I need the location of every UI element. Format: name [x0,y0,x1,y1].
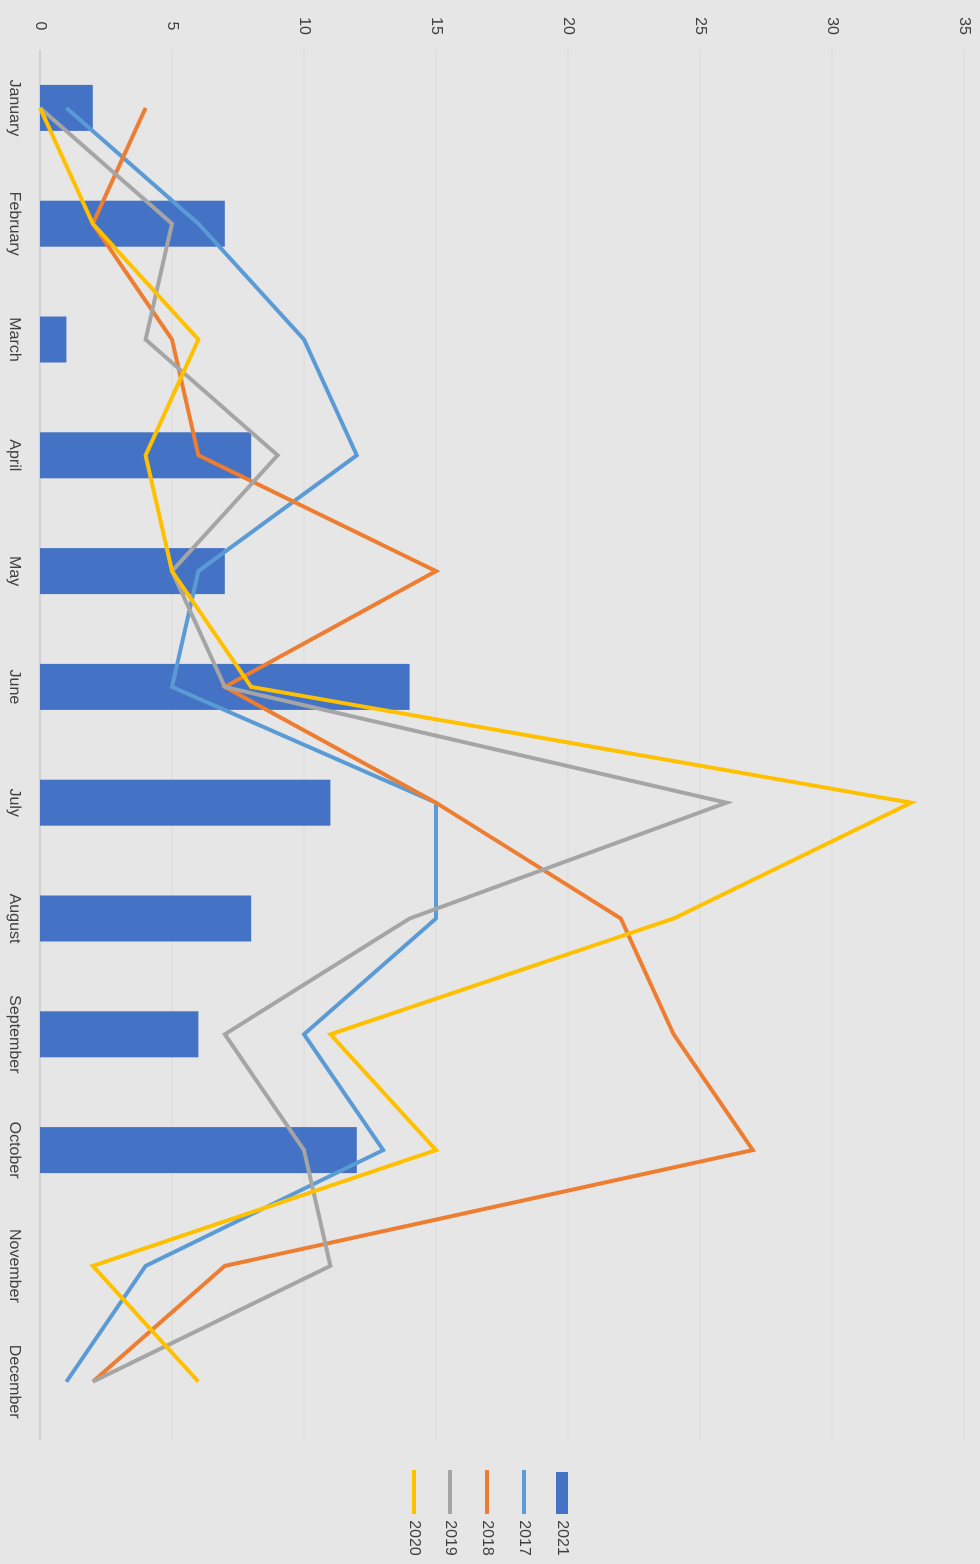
value-tick-5: 5 [164,22,181,31]
category-tick-june: June [6,670,23,705]
bar-2021-july [40,779,331,826]
category-tick-march: March [6,317,23,361]
line-series-group [38,106,918,1384]
category-tick-july: July [6,788,23,816]
category-tick-november: November [6,1229,23,1303]
category-tick-february: February [6,192,23,256]
line-series-2020 [38,107,918,1384]
line-series-2017 [64,106,438,1383]
category-axis-tick-labels: January February March April May June July Augu… [6,79,23,1419]
bar-series-2021 [40,84,410,1174]
legend: 2021 2017 2018 2019 2020 [406,1470,571,1556]
line-series-2018 [90,107,757,1384]
category-tick-september: September [6,995,23,1074]
bar-2021-september [40,1011,199,1058]
category-tick-october: October [6,1122,23,1180]
legend-label-2019: 2019 [442,1520,459,1556]
legend-item-2017: 2017 [516,1470,533,1556]
legend-item-2018: 2018 [479,1470,496,1556]
gridlines [39,50,965,1440]
legend-item-2021: 2021 [554,1472,571,1556]
legend-label-2017: 2017 [516,1520,533,1556]
legend-label-2021: 2021 [554,1520,571,1556]
value-tick-15: 15 [428,17,445,35]
bar-2021-august [40,895,252,942]
value-tick-0: 0 [32,22,49,31]
line-series-2019 [38,106,734,1384]
legend-label-2018: 2018 [479,1520,496,1556]
legend-item-2019: 2019 [442,1470,459,1556]
value-tick-10: 10 [296,17,313,35]
category-tick-december: December [6,1345,23,1419]
legend-item-2020: 2020 [406,1470,423,1556]
category-tick-may: May [6,556,23,586]
legend-swatch-2021 [556,1472,568,1514]
legend-label-2020: 2020 [406,1520,423,1556]
value-tick-35: 35 [956,17,973,35]
value-tick-25: 25 [692,17,709,35]
bar-2021-march [40,316,67,363]
value-axis-tick-labels: 0 5 10 15 20 25 30 35 [32,17,973,35]
value-tick-30: 30 [824,17,841,35]
category-tick-april: April [6,439,23,471]
category-tick-august: August [6,894,23,944]
category-tick-january: January [6,79,23,136]
value-tick-20: 20 [560,17,577,35]
bar-2021-february [40,200,225,247]
